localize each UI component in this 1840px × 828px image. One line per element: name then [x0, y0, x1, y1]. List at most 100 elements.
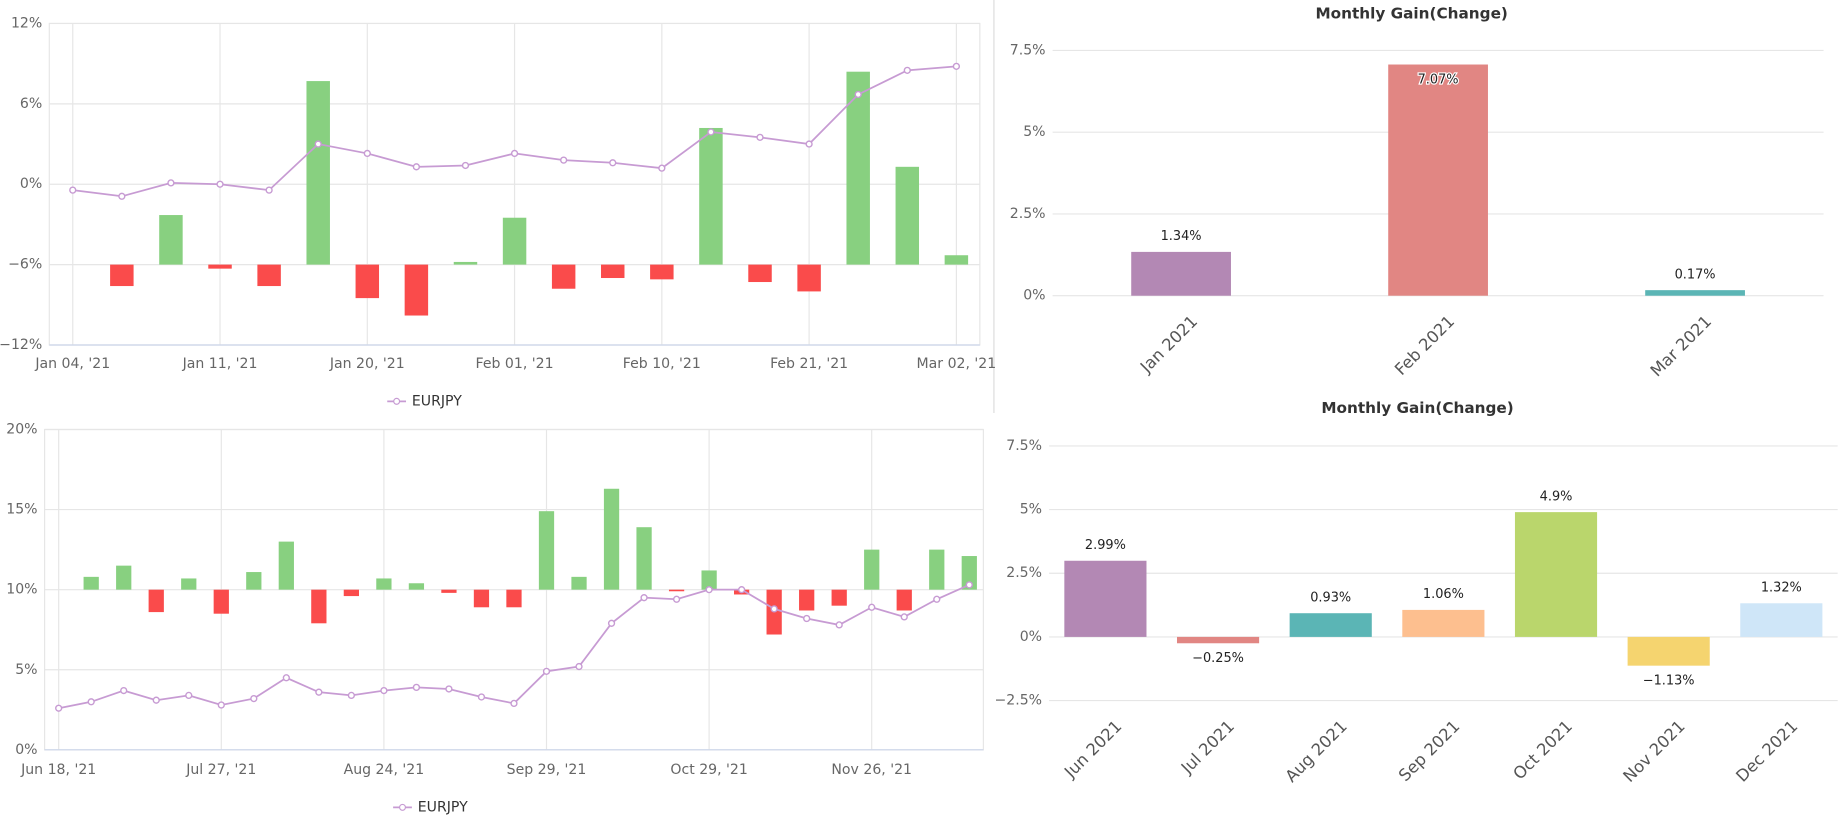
chart-title: Monthly Gain(Change): [1315, 5, 1507, 23]
bar: [846, 71, 870, 265]
y-tick-label: 12%: [11, 15, 42, 31]
line-marker: [315, 688, 323, 696]
bar: [311, 589, 327, 624]
bar: [699, 127, 723, 265]
value-label: −1.13%: [1643, 673, 1695, 688]
x-tick-label: Nov 26, '21: [831, 762, 912, 778]
bar: [506, 589, 522, 608]
bar: [376, 578, 392, 590]
legend-label: EURJPY: [418, 799, 468, 815]
value-label: 1.34%: [1161, 229, 1202, 244]
line-marker: [347, 691, 356, 700]
x-tick-label: Sep 29, '21: [507, 762, 587, 778]
line-marker: [314, 140, 322, 148]
value-label: 2.99%: [1085, 538, 1126, 553]
bar: [148, 589, 164, 613]
y-tick-label: 0%: [15, 742, 37, 758]
line-marker: [640, 594, 648, 602]
line-marker: [542, 667, 551, 675]
bar: [1740, 603, 1823, 637]
bar: [83, 576, 99, 590]
legend-label: EURJPY: [412, 393, 462, 409]
x-tick-label: Jan 20, '21: [329, 356, 405, 372]
bar: [246, 572, 262, 590]
y-tick-label: 20%: [6, 421, 37, 437]
bar: [538, 511, 555, 590]
line-marker: [69, 186, 77, 194]
bar: [1402, 609, 1485, 637]
bar: [355, 264, 380, 299]
line-marker: [575, 662, 583, 671]
bar: [650, 264, 674, 280]
line-marker: [152, 696, 160, 704]
y-tick-label: −6%: [8, 257, 42, 273]
bar: [944, 255, 969, 265]
bar: [797, 264, 821, 292]
line-marker: [55, 704, 63, 712]
line-marker: [282, 674, 290, 682]
line-marker: [903, 66, 911, 74]
y-tick-label: 0%: [1023, 288, 1045, 304]
line-marker: [477, 693, 486, 701]
legend-marker: [393, 397, 401, 405]
line-marker: [87, 698, 95, 706]
x-tick-label: Jun 18, '21: [20, 762, 96, 778]
y-tick-label: 7.5%: [1010, 42, 1046, 58]
bar: [441, 589, 457, 593]
x-tick-label: Mar 02, '21: [917, 356, 997, 372]
bar: [502, 217, 527, 265]
bar: [257, 264, 281, 287]
line-marker: [185, 691, 193, 700]
bar: [603, 488, 620, 590]
line-marker: [965, 581, 973, 589]
bar: [1289, 613, 1372, 637]
line-marker: [952, 62, 961, 70]
x-tick-label: Jan 04, '21: [34, 356, 110, 372]
bar: [551, 264, 576, 289]
bar: [473, 589, 490, 608]
value-label: 0.93%: [1310, 590, 1351, 605]
line-marker: [900, 613, 908, 621]
line-marker: [380, 686, 388, 695]
line-marker: [805, 140, 813, 148]
y-tick-label: 10%: [6, 582, 37, 598]
bar: [1131, 251, 1231, 296]
y-tick-label: 6%: [20, 96, 42, 112]
y-tick-label: 15%: [6, 502, 37, 518]
bar: [278, 541, 294, 590]
bar: [799, 589, 815, 611]
bar: [961, 556, 977, 590]
line-marker: [756, 133, 764, 141]
bar: [306, 81, 330, 265]
y-tick-label: −2.5%: [994, 693, 1042, 709]
value-label: 4.9%: [1540, 489, 1573, 504]
line-marker: [216, 180, 224, 188]
x-tick-label: Oct 29, '21: [670, 762, 747, 778]
bar: [1388, 64, 1488, 296]
y-tick-label: 5%: [1020, 502, 1042, 518]
line-marker: [120, 686, 128, 695]
line-marker: [737, 586, 746, 594]
bar: [601, 264, 625, 279]
line-marker: [835, 621, 843, 629]
y-tick-label: 5%: [15, 662, 37, 678]
line-marker: [933, 595, 941, 603]
bar: [748, 264, 772, 283]
bar: [343, 589, 359, 597]
bar: [208, 264, 232, 269]
bar: [929, 549, 945, 590]
line-marker: [461, 161, 470, 170]
line-marker: [560, 156, 568, 164]
x-tick-label: Aug 24, '21: [344, 762, 425, 778]
value-label: 7.07%: [1418, 72, 1459, 87]
value-label: 0.17%: [1675, 267, 1716, 282]
y-tick-label: 0%: [20, 176, 42, 192]
bar: [1176, 636, 1260, 644]
value-label: 1.32%: [1761, 581, 1802, 596]
line-marker: [265, 186, 273, 194]
bar: [864, 549, 880, 590]
value-label: 1.06%: [1423, 587, 1464, 602]
bar: [181, 578, 197, 590]
bar: [668, 589, 685, 592]
